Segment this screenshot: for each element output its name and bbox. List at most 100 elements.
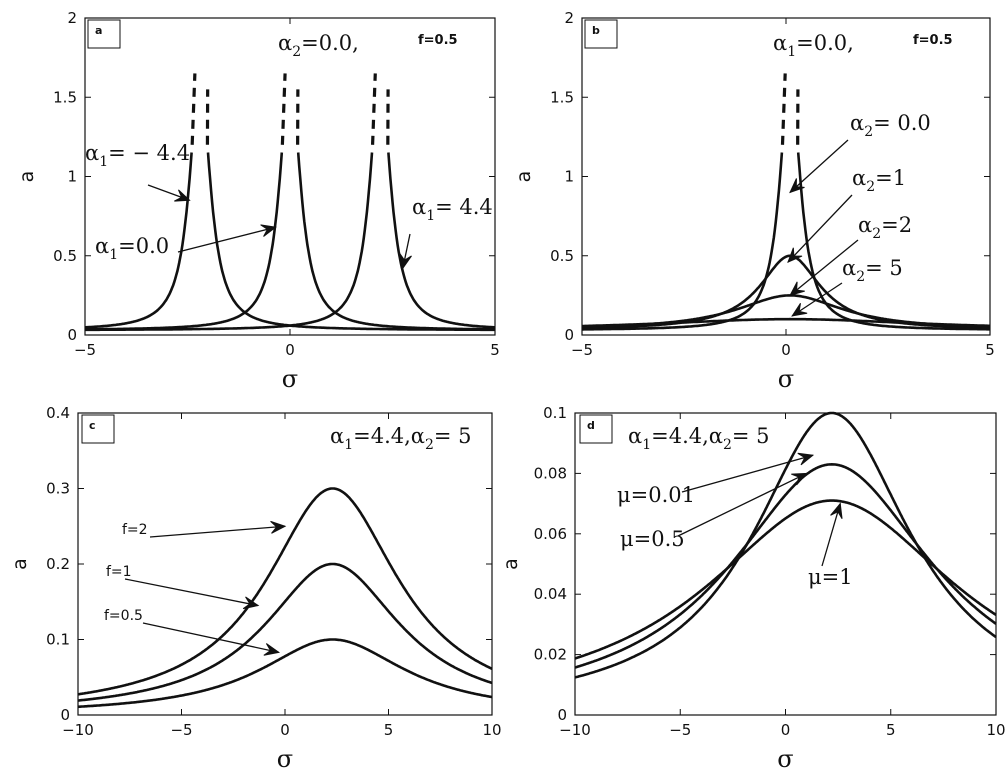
y-tick-label: 0 <box>564 326 574 344</box>
title-annotation-rest: =0.0, <box>301 31 359 55</box>
x-tick-label: 10 <box>986 721 1005 739</box>
series-annotation-greek: α <box>95 234 109 258</box>
annotation-arrow-head <box>789 178 805 194</box>
x-tick-label: 5 <box>490 341 500 359</box>
panel-tag-label: d <box>587 419 595 432</box>
x-axis-label: σ <box>282 365 298 393</box>
y-axis-label: a <box>9 558 31 570</box>
series-annotation-greek: μ=1 <box>808 565 853 589</box>
plot-frame <box>84 17 496 336</box>
annotation-arrow-line <box>177 226 276 253</box>
annotation-arrow-head <box>260 224 277 237</box>
panel-tag-label: b <box>592 24 600 37</box>
x-axis-label: σ <box>778 365 794 393</box>
x-tick-label: −5 <box>669 721 691 739</box>
title-annotation-greek: α <box>330 424 344 448</box>
y-tick-label: 0 <box>67 326 77 344</box>
x-tick-label: 0 <box>781 341 791 359</box>
annotation-arrow-line <box>681 454 814 493</box>
annotation-arrow-head <box>399 253 412 270</box>
series-annotation-greek: α <box>85 141 99 165</box>
title-annotation: α1=4.4,α2= 5 <box>330 424 472 453</box>
y-tick-label: 0.2 <box>46 555 70 573</box>
annotation-arrow-head <box>270 520 287 534</box>
y-tick-label: 0.04 <box>534 585 567 603</box>
series-line <box>574 463 997 669</box>
series-line <box>574 499 997 660</box>
panel-tag-box <box>81 414 115 444</box>
y-tick-label: 0.1 <box>543 404 567 422</box>
title-annotation-rest2: = 5 <box>732 424 770 448</box>
series-line <box>77 638 493 709</box>
title-annotation-greek: α <box>628 424 642 448</box>
series-line <box>581 152 784 331</box>
series-unstable-branch <box>190 73 197 145</box>
annotation-arrow-line <box>149 525 286 538</box>
series-annotation-greek: α <box>852 166 866 190</box>
series-annotation-rest: = 4.4 <box>435 195 493 219</box>
series-annotation-sub: 2 <box>872 226 881 242</box>
title-annotation-rest: =0.0, <box>796 31 854 55</box>
x-tick-label: −10 <box>62 721 94 739</box>
series-line <box>84 152 193 329</box>
series-annotation-rest: =1 <box>875 166 906 190</box>
series-unstable-branch <box>780 73 787 145</box>
series-unstable-branch <box>280 73 287 145</box>
x-axis-label: σ <box>277 745 293 773</box>
annotation-arrow-line <box>142 622 279 653</box>
panel-tag-label: a <box>95 24 102 37</box>
panel-c: −10 −5 0 5 10 0 0.1 0.2 0.3 0.4 σ a c α1=4.4,α2= 5 f=2… <box>9 404 502 773</box>
annotation-arrow-head <box>174 189 191 202</box>
y-tick-label: 1.5 <box>53 88 77 106</box>
title-annotation: α1=4.4,α2= 5 <box>628 424 770 453</box>
panel-d: −10 −5 0 5 10 0 0.02 0.04 0.06 0.08 0.1 σ a d α1=4.4,α… <box>500 404 1005 773</box>
title-annotation-sub: 1 <box>642 437 651 453</box>
x-tick-label: −5 <box>170 721 192 739</box>
series-annotation-sub: 2 <box>856 269 865 285</box>
title-annotation-sub2: 2 <box>723 437 732 453</box>
annotation-arrow-line <box>677 472 807 537</box>
title-annotation: α2=0.0, <box>278 31 359 60</box>
series-annotation: α2= 5 <box>842 256 903 285</box>
series-line <box>581 294 991 329</box>
series-annotation: α1= − 4.4 <box>85 141 190 170</box>
annotation-arrow-head <box>797 452 815 466</box>
title-annotation: α1=0.0, <box>773 31 854 60</box>
title-annotation-rest: =4.4,α <box>353 424 425 448</box>
x-tick-label: −5 <box>74 341 96 359</box>
y-tick-label: 0.08 <box>534 464 567 482</box>
panel-tag-box <box>579 414 613 444</box>
y-tick-label: 1 <box>564 168 574 186</box>
annotation-arrow-line <box>124 578 259 607</box>
title-annotation-sub: 2 <box>292 44 301 60</box>
annotation-arrow-line <box>789 239 859 296</box>
title-annotation-greek: α <box>773 31 787 55</box>
annotation-arrow-line <box>821 503 841 567</box>
series-annotation-rest: = 5 <box>865 256 903 280</box>
annotation-arrow-head <box>789 281 805 297</box>
y-tick-label: 0.4 <box>46 404 70 422</box>
y-axis-label: a <box>500 558 522 570</box>
title-annotation-sub2: 2 <box>425 437 434 453</box>
y-tick-label: 0.5 <box>550 247 574 265</box>
series-annotation-sub: 1 <box>109 247 118 263</box>
y-tick-label: 2 <box>67 9 77 27</box>
annotation-arrow-line <box>791 282 843 317</box>
series-annotation-greek: μ=0.5 <box>620 527 685 551</box>
series-annotation: f=2 <box>122 522 148 538</box>
panel-tag-box <box>584 19 618 49</box>
series-annotation-greek: α <box>858 213 872 237</box>
annotation-arrow-head <box>830 502 843 519</box>
series-annotation-greek: μ=0.01 <box>617 483 695 507</box>
annotation-arrow-head <box>791 472 808 486</box>
x-tick-label: 0 <box>280 721 290 739</box>
series-annotation: α2=1 <box>852 166 906 195</box>
series-line <box>581 254 991 330</box>
series-line <box>296 152 496 331</box>
x-tick-label: 0 <box>781 721 791 739</box>
series-line <box>206 152 496 332</box>
title-annotation-rest: =4.4,α <box>651 424 723 448</box>
